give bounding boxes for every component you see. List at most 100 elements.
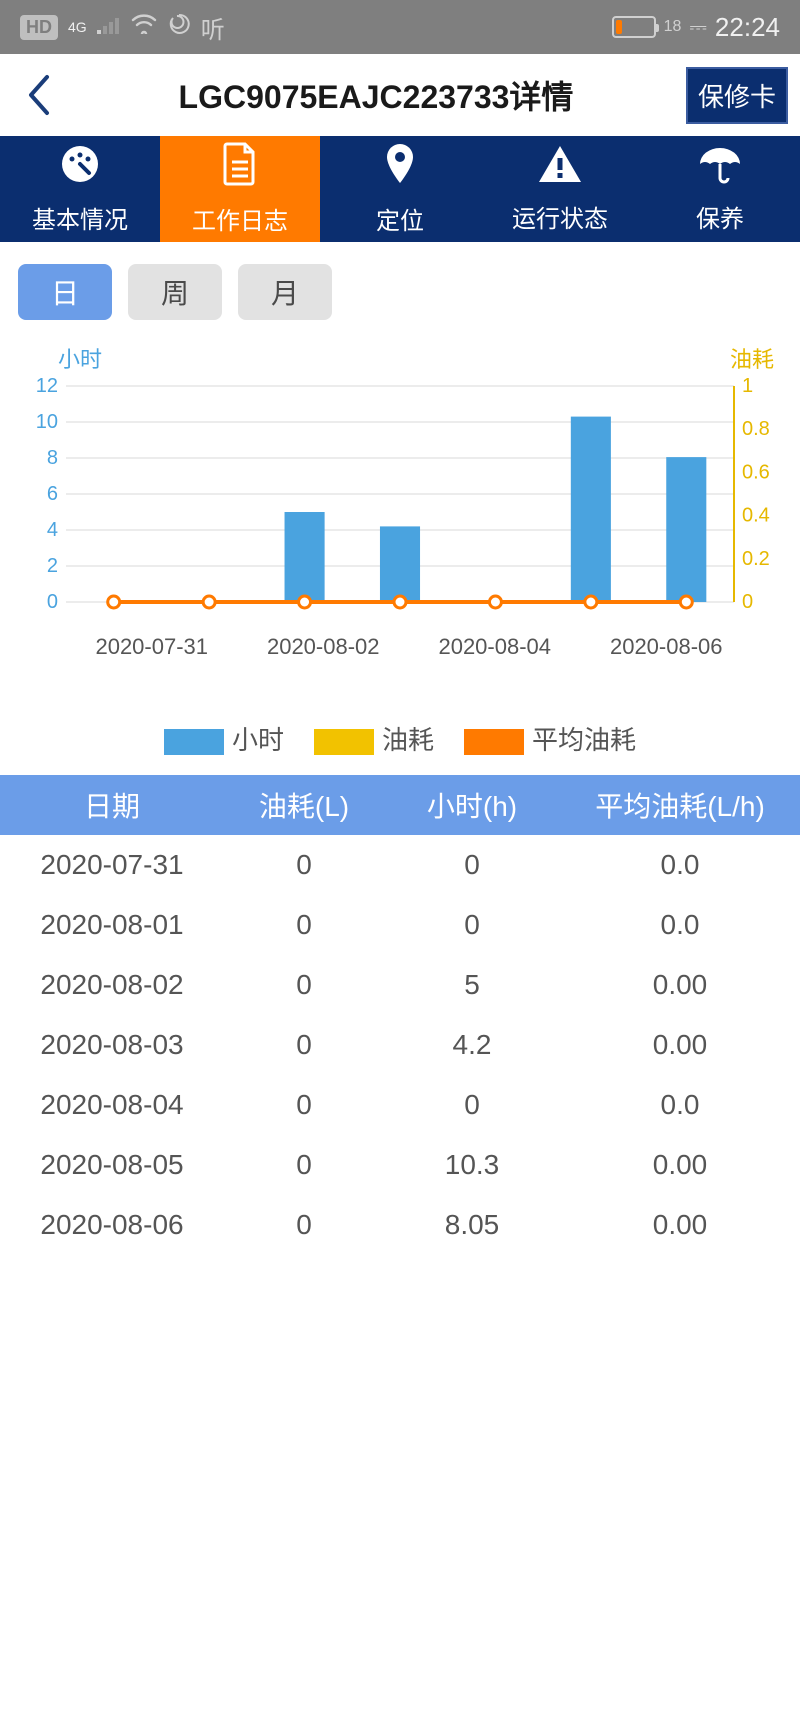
cell-date: 2020-07-31 (0, 849, 224, 881)
hd-badge: HD (20, 15, 58, 40)
cell-fuel: 0 (224, 1089, 384, 1121)
page-title: LGC9075EAJC223733详情 (66, 72, 686, 118)
x-label: 2020-08-06 (581, 634, 753, 660)
cell-date: 2020-08-03 (0, 1029, 224, 1061)
range-selector: 日 周 月 (0, 242, 800, 330)
battery-charging-icon: ⎓ (689, 14, 707, 40)
table-row: 2020-08-02 0 5 0.00 (0, 955, 800, 1015)
col-fuel: 油耗(L) (224, 785, 384, 825)
cell-fuel: 0 (224, 849, 384, 881)
network-4g-label: 4G (68, 19, 87, 35)
umbrella-icon (698, 144, 742, 193)
table-header: 日期 油耗(L) 小时(h) 平均油耗(L/h) (0, 775, 800, 835)
battery-icon (612, 16, 656, 38)
battery-fill (616, 20, 622, 34)
chart: 小时 油耗 02468101200.20.40.60.81 2020-07-31… (0, 330, 800, 670)
cell-fuel: 0 (224, 1029, 384, 1061)
cell-hours: 8.05 (384, 1209, 560, 1241)
svg-text:2: 2 (47, 555, 58, 577)
svg-text:1: 1 (742, 375, 753, 397)
warranty-card-button[interactable]: 保修卡 (686, 67, 788, 124)
chart-x-labels: 2020-07-31 2020-08-02 2020-08-04 2020-08… (22, 630, 778, 660)
status-bar: HD 4G 听 18 ⎓ 22:24 (0, 0, 800, 54)
table-row: 2020-08-06 0 8.05 0.00 (0, 1195, 800, 1255)
svg-text:0.8: 0.8 (742, 418, 770, 440)
cell-fuel: 0 (224, 909, 384, 941)
chart-legend: 小时 油耗 平均油耗 (0, 720, 800, 757)
cell-date: 2020-08-04 (0, 1089, 224, 1121)
status-right: 18 ⎓ 22:24 (612, 12, 780, 43)
col-date: 日期 (0, 785, 224, 825)
cell-avg: 0.00 (560, 969, 800, 1001)
cell-hours: 4.2 (384, 1029, 560, 1061)
warning-icon (537, 144, 583, 193)
legend-item-hours: 小时 (164, 720, 284, 757)
back-button[interactable] (12, 73, 66, 117)
range-week[interactable]: 周 (128, 264, 222, 320)
svg-text:10: 10 (36, 411, 58, 433)
legend-label: 油耗 (382, 725, 434, 755)
tab-basic[interactable]: 基本情况 (0, 136, 160, 242)
cell-hours: 0 (384, 849, 560, 881)
cell-date: 2020-08-06 (0, 1209, 224, 1241)
table-row: 2020-08-04 0 0 0.0 (0, 1075, 800, 1135)
spiral-icon (167, 12, 191, 42)
table-row: 2020-08-03 0 4.2 0.00 (0, 1015, 800, 1075)
svg-text:12: 12 (36, 375, 58, 397)
listen-icon: 听 (201, 10, 225, 45)
cell-date: 2020-08-05 (0, 1149, 224, 1181)
tab-maintenance[interactable]: 保养 (640, 136, 800, 242)
cell-fuel: 0 (224, 1209, 384, 1241)
svg-text:0: 0 (47, 591, 58, 613)
nav-tabs: 基本情况 工作日志 定位 运行状态 保养 (0, 136, 800, 242)
header: LGC9075EAJC223733详情 保修卡 (0, 54, 800, 136)
legend-label: 平均油耗 (532, 725, 636, 755)
table-row: 2020-07-31 0 0 0.0 (0, 835, 800, 895)
tab-basic-label: 基本情况 (32, 200, 128, 235)
cell-hours: 10.3 (384, 1149, 560, 1181)
tab-status[interactable]: 运行状态 (480, 136, 640, 242)
table-row: 2020-08-05 0 10.3 0.00 (0, 1135, 800, 1195)
x-label: 2020-08-02 (238, 634, 410, 660)
data-table: 日期 油耗(L) 小时(h) 平均油耗(L/h) 2020-07-31 0 0 … (0, 775, 800, 1255)
table-row: 2020-08-01 0 0 0.0 (0, 895, 800, 955)
cell-date: 2020-08-01 (0, 909, 224, 941)
range-day[interactable]: 日 (18, 264, 112, 320)
legend-label: 小时 (232, 725, 284, 755)
cell-fuel: 0 (224, 969, 384, 1001)
svg-text:0.2: 0.2 (742, 548, 770, 570)
tab-maintenance-label: 保养 (696, 199, 744, 234)
cell-hours: 0 (384, 909, 560, 941)
cell-avg: 0.0 (560, 909, 800, 941)
x-label: 2020-07-31 (66, 634, 238, 660)
tab-log-label: 工作日志 (192, 201, 288, 236)
svg-text:6: 6 (47, 483, 58, 505)
cell-avg: 0.0 (560, 1089, 800, 1121)
document-icon (220, 142, 260, 195)
cell-avg: 0.00 (560, 1149, 800, 1181)
svg-text:4: 4 (47, 519, 58, 541)
clock: 22:24 (715, 12, 780, 43)
battery-percent: 18 (664, 18, 682, 36)
legend-item-avg: 平均油耗 (464, 720, 636, 757)
cell-avg: 0.00 (560, 1029, 800, 1061)
col-hours: 小时(h) (384, 785, 560, 825)
cell-date: 2020-08-02 (0, 969, 224, 1001)
y-axis-left-title: 小时 (58, 342, 102, 374)
cell-avg: 0.0 (560, 849, 800, 881)
dashboard-icon (59, 143, 101, 194)
wifi-icon (131, 14, 157, 40)
range-month[interactable]: 月 (238, 264, 332, 320)
tab-log[interactable]: 工作日志 (160, 136, 320, 242)
legend-item-fuel: 油耗 (314, 720, 434, 757)
x-label: 2020-08-04 (409, 634, 581, 660)
pin-icon (384, 142, 416, 195)
cell-fuel: 0 (224, 1149, 384, 1181)
cell-hours: 0 (384, 1089, 560, 1121)
svg-text:0: 0 (742, 591, 753, 613)
cell-avg: 0.00 (560, 1209, 800, 1241)
svg-text:0.6: 0.6 (742, 461, 770, 483)
tab-locate[interactable]: 定位 (320, 136, 480, 242)
signal-bars-icon (97, 14, 121, 40)
svg-text:0.4: 0.4 (742, 505, 770, 527)
